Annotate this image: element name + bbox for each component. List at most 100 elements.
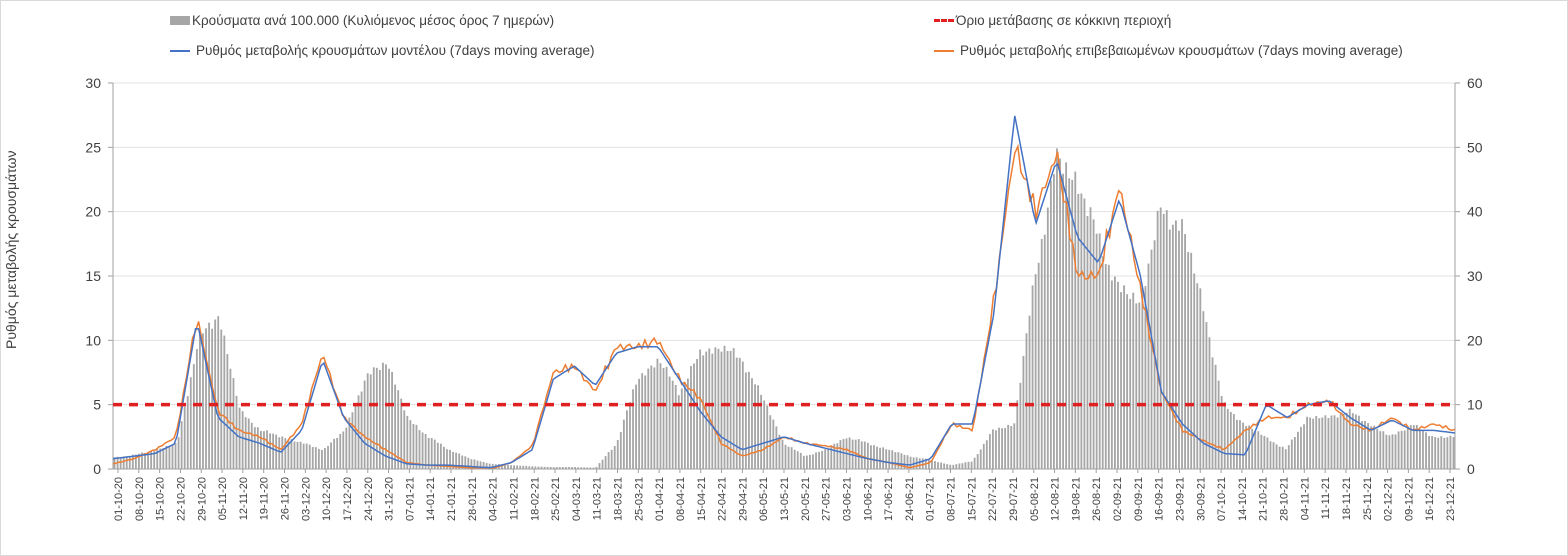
bar [1287,445,1290,469]
bar [1199,288,1202,469]
y2-tick-label: 30 [1467,268,1483,284]
bar [513,465,515,469]
bar [247,418,250,469]
bar [790,447,793,469]
bar [555,467,558,469]
bar [131,454,134,469]
bar [580,467,583,469]
bar [147,451,149,469]
bar [1330,415,1333,469]
bar [589,467,592,469]
bar [766,405,769,469]
bar [382,362,384,469]
bar [485,463,488,469]
bar [333,438,336,469]
bar [229,368,232,469]
bar [1266,437,1269,469]
bar [1257,431,1260,469]
bar [1001,428,1003,469]
bar [479,461,482,469]
bar [446,449,448,469]
bar [1028,315,1031,469]
bar [659,363,662,469]
bar [394,384,397,469]
bar [735,357,738,469]
bar [183,406,186,469]
bar [1364,420,1366,469]
x-tick-label: 28-10-21 [1279,477,1291,521]
bar [970,461,973,469]
bar [1397,431,1400,469]
bar [680,388,683,469]
bar [1022,355,1025,469]
bar [568,467,570,469]
bar [473,459,476,469]
bar [1293,436,1296,469]
bar [827,448,830,469]
bar [1086,216,1089,469]
bar [937,462,939,469]
bar [418,430,421,469]
bar [156,449,159,469]
bar [436,442,439,469]
bar [1013,423,1016,469]
bar [979,449,982,469]
bar [836,443,839,469]
bar [571,467,573,469]
bar [504,464,506,469]
bar [1239,420,1241,469]
bar [726,350,729,469]
x-tick-label: 06-05-21 [758,477,770,521]
bar [1056,148,1058,469]
bar [531,466,534,469]
bar [687,378,689,469]
bar [1019,382,1022,469]
bar [397,390,400,469]
bar [525,465,528,469]
bar [1443,437,1446,469]
bar [488,463,491,469]
bar [879,447,881,469]
x-tick-label: 08-07-21 [946,477,958,521]
bar [1236,419,1238,469]
bar [226,354,229,469]
bar [314,447,317,469]
bar [510,465,512,469]
x-tick-label: 22-04-21 [717,477,729,521]
bar [549,466,552,469]
legend-item-threshold: Όριο μετάβασης σε κόκκινη περιοχή [934,13,1171,28]
x-tick-label: 08-04-21 [675,477,687,521]
bar [336,437,339,469]
bar [1351,413,1354,469]
bar [342,431,345,469]
x-tick-label: 07-01-21 [404,477,416,521]
x-tick-label: 13-05-21 [779,477,791,521]
bar [192,364,195,469]
x-tick-label: 29-07-21 [1008,477,1020,521]
bar [1110,280,1113,469]
bar [821,450,824,469]
bar [168,445,171,469]
bar [1053,174,1055,470]
bar [787,446,790,469]
x-tick-label: 25-11-21 [1362,477,1374,520]
bar [467,457,470,469]
bar [1327,417,1330,469]
bar [940,462,942,469]
bar [985,440,988,469]
bar [125,456,128,469]
bar [1297,431,1299,469]
bar [1104,263,1107,469]
bar [909,456,912,469]
bar [546,466,549,469]
bar [1059,158,1061,469]
bar [738,357,741,469]
bar [699,349,702,469]
bar [171,444,174,469]
bar [351,412,354,469]
bar [1220,396,1223,469]
bar [1348,408,1351,469]
bar [1083,198,1086,469]
bar [1388,435,1391,469]
x-tick-label: 25-02-21 [550,477,562,521]
